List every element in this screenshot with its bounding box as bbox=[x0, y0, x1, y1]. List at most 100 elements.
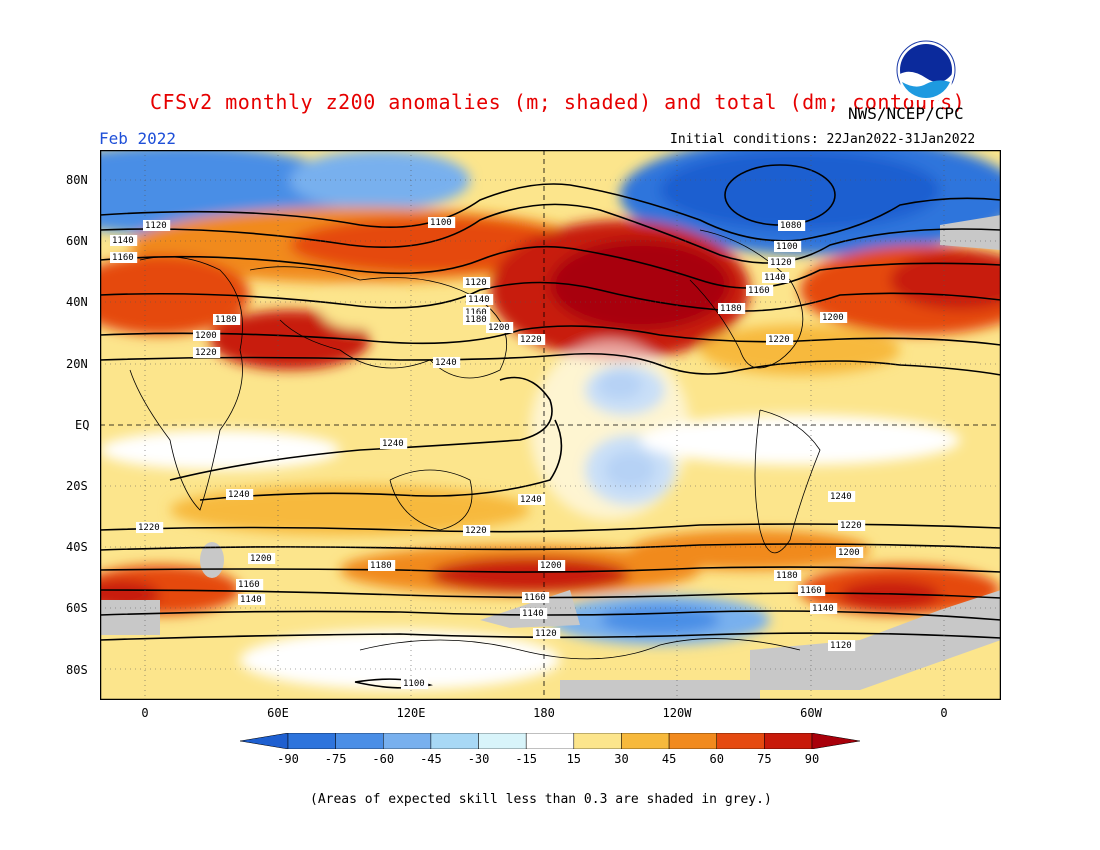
contour-label: 1140 bbox=[240, 595, 262, 605]
contour-label-bg bbox=[401, 678, 429, 689]
contour-label-bg bbox=[143, 220, 171, 231]
colorbar-tick-label: -90 bbox=[277, 752, 299, 766]
contour-label: 1160 bbox=[238, 580, 260, 590]
contour-label: 1240 bbox=[228, 490, 250, 500]
lon-label: 120E bbox=[396, 706, 426, 720]
lat-label: 80S bbox=[66, 663, 88, 677]
contour-label: 1240 bbox=[830, 492, 852, 502]
lat-label: EQ bbox=[75, 418, 90, 432]
contour-label: 1120 bbox=[145, 221, 167, 231]
contour-label: 1220 bbox=[520, 335, 542, 345]
contour-label-bg bbox=[762, 272, 790, 283]
contour-label: 1240 bbox=[435, 358, 457, 368]
contour-label-bg bbox=[768, 257, 796, 268]
contour-label: 1160 bbox=[465, 308, 487, 318]
contour-label-bg bbox=[522, 592, 550, 603]
colorbar-min-arrow bbox=[240, 733, 289, 749]
map-title: CFSv2 monthly z200 anomalies (m; shaded)… bbox=[150, 90, 966, 114]
contour-label-bg bbox=[810, 603, 838, 614]
colorbar-segment bbox=[430, 733, 479, 749]
contour-label-bg bbox=[193, 347, 221, 358]
contour-label: 1120 bbox=[830, 641, 852, 651]
lon-label: 0 bbox=[940, 706, 948, 720]
contour-label: 1180 bbox=[370, 561, 392, 571]
colorbar-tick-label: 15 bbox=[566, 752, 582, 766]
colorbar-segment bbox=[287, 733, 336, 749]
colorbar-tick-label: -15 bbox=[515, 752, 538, 766]
contour-label-bg bbox=[766, 334, 794, 345]
contour-label-bg bbox=[518, 494, 546, 505]
contour-label: 1180 bbox=[776, 571, 798, 581]
contour-label: 1140 bbox=[112, 236, 134, 246]
colorbar-tick-label: 45 bbox=[661, 752, 677, 766]
contour-label: 1100 bbox=[430, 218, 452, 228]
lon-label: 180 bbox=[533, 706, 555, 720]
contour-label: 1120 bbox=[465, 278, 487, 288]
z200-anomaly-map: 1120114011601180120012201100112011401160… bbox=[100, 150, 1001, 700]
colorbar-max-arrow bbox=[811, 733, 860, 749]
contour-label-bg bbox=[774, 241, 802, 252]
contour-label: 1220 bbox=[138, 523, 160, 533]
initial-conditions: Initial conditions: 22Jan2022-31Jan2022 bbox=[670, 132, 976, 147]
colorbar-tick-label: -30 bbox=[467, 752, 490, 766]
lat-label: 40S bbox=[66, 540, 88, 554]
contour-label-bg bbox=[110, 235, 138, 246]
contour-label-bg bbox=[533, 628, 561, 639]
contour-label: 1220 bbox=[195, 348, 217, 358]
contour-label: 1220 bbox=[768, 335, 790, 345]
contour-label-bg bbox=[463, 277, 491, 288]
contour-label: 1140 bbox=[764, 273, 786, 283]
skill-footnote: (Areas of expected skill less than 0.3 a… bbox=[310, 792, 772, 807]
contour-label: 1200 bbox=[250, 554, 272, 564]
contour-label: 1200 bbox=[838, 548, 860, 558]
contour-label: 1160 bbox=[112, 253, 134, 263]
contour-label: 1240 bbox=[382, 439, 404, 449]
contour-label-bg bbox=[718, 303, 746, 314]
lat-label: 60N bbox=[66, 234, 88, 248]
contour-label-bg bbox=[838, 520, 866, 531]
contour-label-bg bbox=[774, 570, 802, 581]
colorbar-tick-label: -45 bbox=[420, 752, 442, 766]
contour-label: 1220 bbox=[465, 526, 487, 536]
contour-label-bg bbox=[463, 525, 491, 536]
colorbar-segment bbox=[716, 733, 765, 749]
contour-label-bg bbox=[110, 252, 138, 263]
lon-label: 0 bbox=[141, 706, 149, 720]
contour-label: 1180 bbox=[215, 315, 237, 325]
contour-label-bg bbox=[798, 585, 826, 596]
contour-label-bg bbox=[520, 608, 548, 619]
contour-label-bg bbox=[238, 594, 266, 605]
contour-label-bg bbox=[433, 357, 461, 368]
contour-label-bg bbox=[380, 438, 408, 449]
contour-label: 1180 bbox=[720, 304, 742, 314]
contour-label-bg bbox=[538, 560, 566, 571]
contour-label: 1180 bbox=[465, 315, 487, 325]
contour-label: 1160 bbox=[524, 593, 546, 603]
contour-label: 1120 bbox=[535, 629, 557, 639]
contour-label: 1100 bbox=[776, 242, 798, 252]
contour-label-bg bbox=[248, 553, 276, 564]
contour-label-bg bbox=[746, 285, 774, 296]
contour-label-bg bbox=[820, 312, 848, 323]
contour-label-bg bbox=[486, 322, 514, 333]
contour-label-bg bbox=[213, 314, 241, 325]
contour-label: 1100 bbox=[403, 679, 425, 689]
contour-label: 1200 bbox=[540, 561, 562, 571]
colorbar-segment bbox=[573, 733, 622, 749]
contour-label: 1120 bbox=[770, 258, 792, 268]
colorbar-tick-label: 90 bbox=[804, 752, 820, 766]
contour-label-bg bbox=[368, 560, 396, 571]
colorbar-segment bbox=[764, 733, 813, 749]
colorbar-tick-label: 30 bbox=[614, 752, 629, 766]
contour-label-bg bbox=[778, 220, 806, 231]
contour-label-bg bbox=[193, 330, 221, 341]
contour-label: 1080 bbox=[780, 221, 802, 231]
contour-label-bg bbox=[466, 294, 494, 305]
contour-label-bg bbox=[428, 217, 456, 228]
lon-label: 60E bbox=[267, 706, 289, 720]
lat-label: 20S bbox=[66, 479, 88, 493]
colorbar-tick-label: -75 bbox=[324, 752, 347, 766]
lat-label: 80N bbox=[66, 173, 88, 187]
colorbar-segment bbox=[478, 733, 527, 749]
contour-label: 1200 bbox=[195, 331, 217, 341]
